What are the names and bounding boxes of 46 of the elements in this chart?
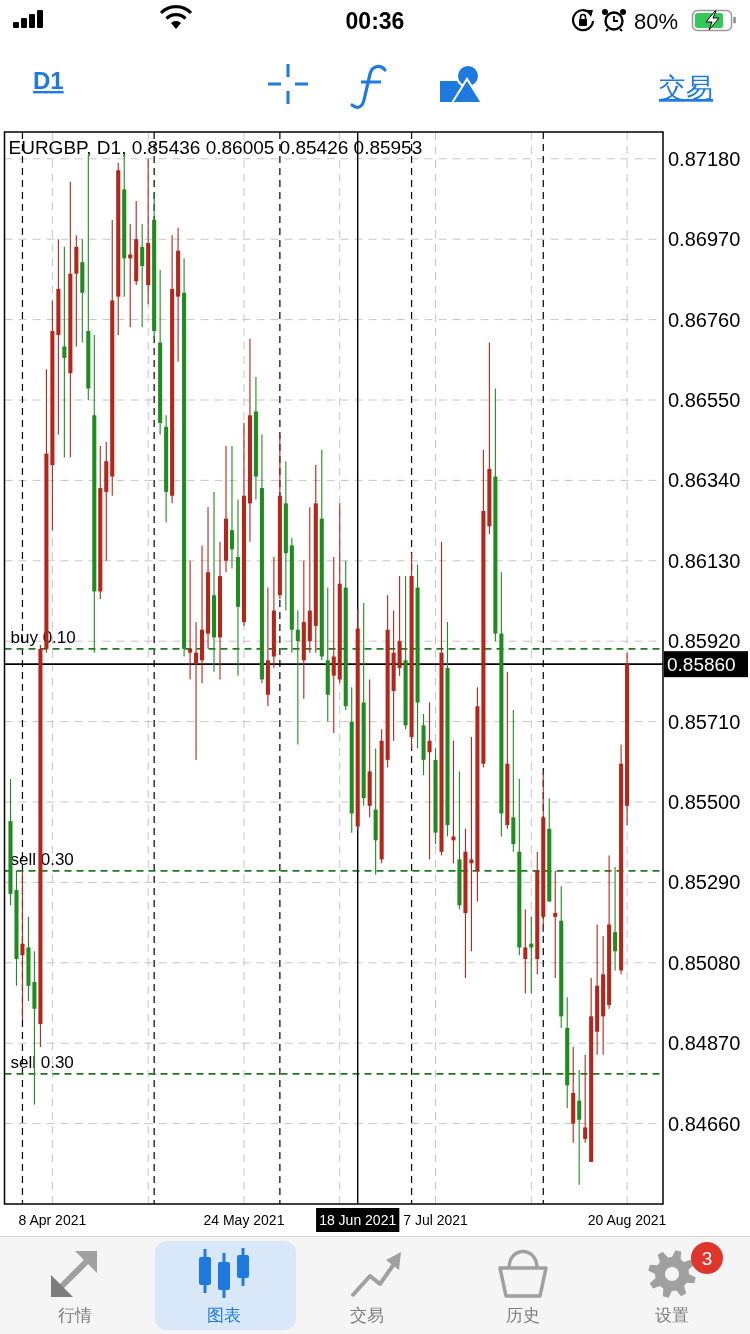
candlestick xyxy=(188,560,193,681)
candlestick xyxy=(523,908,528,994)
x-tick-label: 20 Aug 2021 xyxy=(587,1212,667,1228)
y-tick-label: 0.84660 xyxy=(668,1112,741,1135)
candlestick xyxy=(194,621,199,761)
x-tick-label: 18 Jun 2021 xyxy=(319,1212,397,1228)
candlestick xyxy=(295,610,300,746)
candlestick xyxy=(331,556,336,734)
text: 3 xyxy=(701,1248,713,1269)
y-tick-label: 0.85710 xyxy=(668,710,741,733)
candlestick xyxy=(20,870,25,1021)
y-tick-label: 0.86130 xyxy=(668,549,741,572)
candlestick xyxy=(229,445,235,570)
candlestick xyxy=(469,736,474,952)
ref-line-label: sell 0.30 xyxy=(10,849,74,869)
y-tick-label: 0.86970 xyxy=(668,228,741,251)
candlestick xyxy=(577,1069,582,1186)
candlestick xyxy=(451,740,456,864)
candlestick xyxy=(553,870,558,979)
ref-line-label: 0.85860 xyxy=(667,653,736,675)
y-tick-label: 0.86340 xyxy=(668,469,741,492)
y-tick-label: 0.85290 xyxy=(668,871,741,894)
text: 80% xyxy=(634,9,679,34)
text: 设置 xyxy=(655,1306,689,1325)
text: 00:36 xyxy=(345,8,405,34)
text: 图表 xyxy=(207,1306,241,1325)
x-tick-label: 24 May 2021 xyxy=(203,1212,285,1228)
y-tick-label: 0.85920 xyxy=(668,630,741,653)
x-tick-label: 7 Jul 2021 xyxy=(403,1212,469,1228)
text: 交易 xyxy=(350,1306,384,1325)
text: 行情 xyxy=(58,1306,92,1325)
y-tick-label: 0.86760 xyxy=(668,308,741,331)
x-tick-label: 8 Apr 2021 xyxy=(18,1212,87,1228)
y-tick-label: 0.87180 xyxy=(668,147,741,170)
y-tick-label: 0.85080 xyxy=(668,951,741,974)
text: 历史 xyxy=(506,1306,540,1325)
candlestick xyxy=(583,1054,588,1144)
y-tick-label: 0.84870 xyxy=(668,1032,741,1055)
text: 交易 xyxy=(659,73,713,103)
y-tick-label: 0.86550 xyxy=(668,389,741,411)
candlestick xyxy=(427,701,432,860)
candlestick xyxy=(140,223,145,328)
text: D1 xyxy=(33,67,64,94)
candlestick xyxy=(62,246,67,458)
candlestick xyxy=(613,866,618,972)
y-tick-label: 0.85500 xyxy=(668,791,741,813)
